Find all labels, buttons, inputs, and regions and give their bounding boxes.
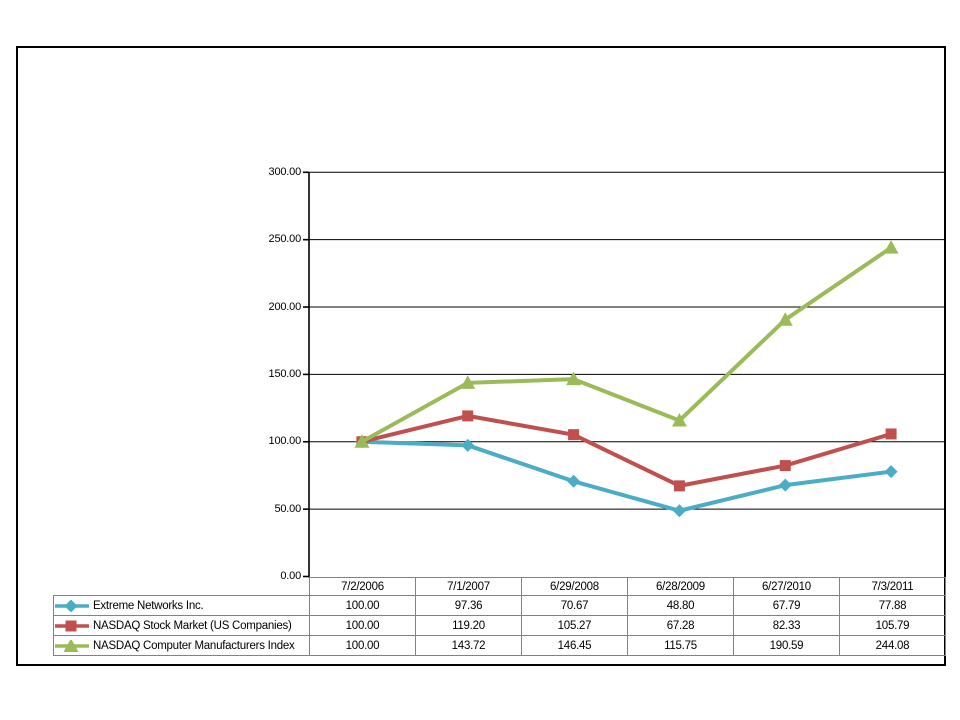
marker-diamond-icon — [461, 438, 475, 452]
legend-label: Extreme Networks Inc. — [93, 599, 204, 612]
table-header-row: 7/2/2006 7/1/2007 6/29/2008 6/28/2009 6/… — [54, 577, 946, 596]
y-axis-tick-label: 250.00 — [268, 233, 302, 245]
page-border — [16, 46, 946, 666]
table-date-header: 6/29/2008 — [521, 577, 628, 596]
table-value-cell: 97.36 — [415, 595, 522, 616]
table-value-cell: 100.00 — [309, 595, 416, 616]
y-axis-tick-label: 50.00 — [274, 503, 301, 515]
marker-triangle-icon — [671, 413, 687, 427]
table-value-cell: 115.75 — [627, 635, 734, 656]
table-date-header: 7/1/2007 — [415, 577, 522, 596]
table-value-cell: 48.80 — [627, 595, 734, 616]
legend-marker-triangle-icon — [55, 639, 89, 652]
y-axis-tick-label: 300.00 — [268, 166, 302, 178]
legend-cell: NASDAQ Computer Manufacturers Index — [53, 635, 310, 656]
marker-triangle-icon — [777, 312, 793, 326]
table-value-cell: 146.45 — [521, 635, 628, 656]
legend-cell: NASDAQ Stock Market (US Companies) — [53, 615, 310, 636]
series-line-2 — [360, 245, 893, 444]
legend-label: NASDAQ Stock Market (US Companies) — [93, 619, 292, 632]
table-corner-blank — [54, 578, 310, 596]
marker-diamond-icon — [778, 478, 792, 492]
legend-cell: Extreme Networks Inc. — [53, 595, 310, 616]
marker-square-icon — [885, 428, 897, 440]
marker-diamond-icon — [672, 504, 686, 518]
table-value-cell: 82.33 — [733, 615, 840, 636]
table-date-header: 7/2/2006 — [309, 577, 416, 596]
table-value-cell: 119.20 — [415, 615, 522, 636]
series-line-1 — [361, 413, 892, 488]
marker-triangle-icon — [883, 240, 899, 254]
data-table: 7/2/2006 7/1/2007 6/29/2008 6/28/2009 6/… — [53, 577, 946, 656]
table-value-cell: 143.72 — [415, 635, 522, 656]
marker-diamond-icon — [567, 474, 581, 488]
marker-triangle-icon — [354, 434, 370, 448]
marker-triangle-icon — [566, 371, 582, 386]
table-date-header: 7/3/2011 — [839, 577, 946, 596]
marker-square-icon — [779, 460, 791, 472]
series-line-0 — [361, 439, 892, 513]
table-value-cell: 100.00 — [309, 615, 416, 636]
table-date-header: 6/27/2010 — [733, 577, 840, 596]
y-axis-tick-label: 100.00 — [268, 435, 302, 447]
marker-triangle-icon — [63, 639, 79, 652]
marker-square-icon — [568, 429, 580, 441]
table-value-cell: 67.79 — [733, 595, 840, 616]
table-row-extreme-networks: Extreme Networks Inc. 100.00 97.36 70.67… — [53, 595, 946, 616]
table-row-nasdaq-stock-market: NASDAQ Stock Market (US Companies) 100.0… — [53, 615, 946, 636]
legend-marker-square-icon — [55, 620, 89, 631]
marker-diamond-icon — [64, 599, 78, 612]
marker-diamond-icon — [884, 465, 898, 479]
y-axis-tick-label: 200.00 — [268, 301, 302, 313]
table-value-cell: 70.67 — [521, 595, 628, 616]
y-axis-tick-label: 150.00 — [268, 368, 302, 380]
legend-marker-diamond-icon — [55, 599, 89, 612]
table-value-cell: 105.27 — [521, 615, 628, 636]
marker-square-icon — [462, 410, 474, 422]
table-value-cell: 105.79 — [839, 615, 946, 636]
table-value-cell: 100.00 — [309, 635, 416, 656]
table-value-cell: 190.59 — [733, 635, 840, 656]
table-value-cell: 77.88 — [839, 595, 946, 616]
table-row-nasdaq-computer-manufacturers: NASDAQ Computer Manufacturers Index 100.… — [53, 635, 946, 656]
marker-square-icon — [673, 480, 685, 492]
marker-triangle-icon — [460, 375, 476, 389]
table-value-cell: 67.28 — [627, 615, 734, 636]
y-axis-tick-label: 0.00 — [280, 570, 301, 582]
table-date-header: 6/28/2009 — [627, 577, 734, 596]
marker-square-icon — [65, 620, 77, 631]
table-value-cell: 244.08 — [839, 635, 946, 656]
legend-label: NASDAQ Computer Manufacturers Index — [93, 639, 295, 652]
